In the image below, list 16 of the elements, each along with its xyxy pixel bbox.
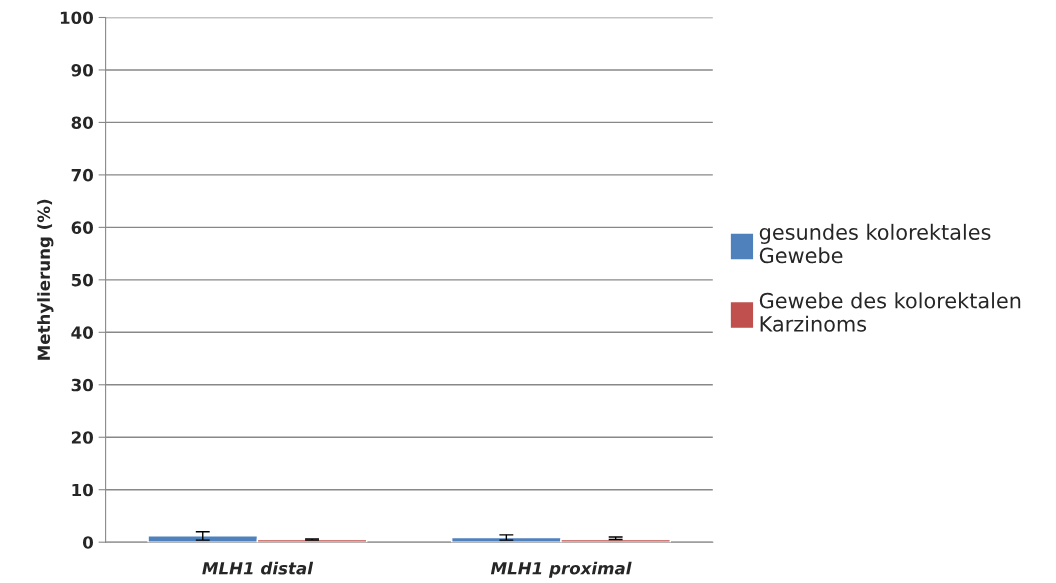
y-tick-label: 90 bbox=[71, 63, 93, 77]
y-tick-label: 10 bbox=[72, 483, 93, 497]
y-axis-title: Methylierung (%) bbox=[37, 199, 54, 360]
y-tick-label: 20 bbox=[71, 431, 93, 444]
y-tick-label: 40 bbox=[71, 326, 93, 339]
y-tick-label: 100 bbox=[60, 11, 93, 25]
y-tick-label: 70 bbox=[71, 168, 93, 182]
y-tick-label: 0 bbox=[82, 536, 93, 549]
y-tick-label: 80 bbox=[71, 116, 93, 129]
x-tick-label: MLH1 distal bbox=[202, 561, 314, 575]
y-tick-label: 50 bbox=[71, 273, 93, 287]
x-tick-label: MLH1 proximal bbox=[490, 561, 632, 578]
y-tick-label: 30 bbox=[71, 378, 93, 392]
y-tick-label: 60 bbox=[71, 221, 93, 234]
legend-label: Gewebe des kolorektalen Karzinoms bbox=[759, 292, 1021, 332]
legend-label: gesundes kolorektales Gewebe bbox=[759, 223, 991, 264]
